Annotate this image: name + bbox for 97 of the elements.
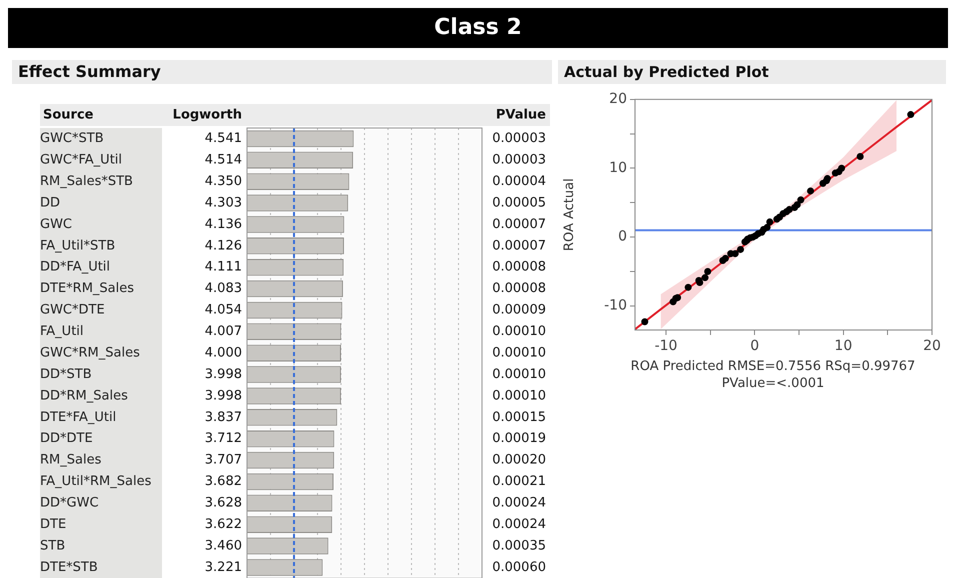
- x-tick-label: 0: [750, 338, 760, 354]
- y-tick-label: GWC: [40, 216, 72, 232]
- data-label: 4.111: [204, 260, 242, 275]
- y-tick-label: DTE: [40, 516, 66, 532]
- text: 0.00009: [492, 302, 546, 318]
- text: 0.00007: [492, 216, 546, 232]
- point: [807, 187, 814, 194]
- text: 0.00024: [492, 516, 546, 532]
- text: 0.00015: [492, 410, 546, 425]
- point: [641, 318, 648, 326]
- text: Effect Summary: [12, 60, 552, 84]
- y-axis-title: Source: [43, 107, 94, 122]
- y-tick-label: DD*GWC: [40, 496, 99, 511]
- point: [907, 111, 914, 118]
- text: 0.00003: [492, 131, 546, 146]
- y-tick-label: DTE*STB: [40, 560, 98, 575]
- text: 0.00004: [492, 174, 546, 189]
- y-tick-label: DD*RM_Sales: [40, 388, 128, 404]
- x-tick-label: 10: [834, 338, 852, 354]
- y-tick-label: GWC*RM_Sales: [40, 345, 140, 360]
- x-axis-title: ROA Predicted: [630, 359, 724, 374]
- text: 0.00007: [492, 238, 546, 254]
- point: [732, 250, 739, 258]
- text: PValue: [496, 107, 546, 122]
- chart-title: Actual by Predicted Plot: [558, 60, 946, 84]
- data-label: 4.126: [204, 238, 242, 254]
- data-label: 4.541: [204, 131, 242, 146]
- data-label: 4.136: [204, 216, 242, 232]
- point: [696, 279, 704, 286]
- y-tick-label: DD*DTE: [40, 431, 93, 446]
- point: [704, 268, 712, 275]
- point: [856, 153, 864, 160]
- text: 0.00021: [492, 474, 546, 490]
- y-tick-label: RM_Sales*STB: [40, 174, 133, 189]
- data-label: 3.622: [204, 516, 242, 532]
- point: [766, 218, 774, 226]
- text: 0.00019: [492, 431, 546, 446]
- y-tick-label: -10: [604, 298, 627, 314]
- y-tick-label: 0: [618, 228, 627, 245]
- point: [838, 164, 846, 172]
- point: [786, 206, 793, 214]
- data-label: 3.628: [204, 496, 242, 511]
- data-label: 4.007: [204, 324, 242, 340]
- data-label: 4.083: [204, 281, 242, 296]
- y-tick-label: FA_Util: [40, 324, 84, 340]
- point: [764, 224, 771, 231]
- data-label: 4.350: [204, 174, 242, 189]
- y-tick-label: GWC*STB: [40, 131, 104, 146]
- data-label: 4.000: [204, 345, 242, 360]
- text: 0.00010: [492, 345, 546, 360]
- y-tick-label: FA_Util*STB: [40, 238, 116, 254]
- x-tick-label: -10: [654, 338, 678, 354]
- y-tick-label: GWC*FA_Util: [40, 152, 122, 168]
- y-tick-label: FA_Util*RM_Sales: [40, 474, 152, 490]
- data-label: 3.837: [204, 410, 242, 425]
- point: [797, 196, 804, 204]
- text: 0.00060: [492, 560, 546, 575]
- y-axis-title: ROA Actual: [562, 178, 578, 252]
- point: [794, 201, 801, 208]
- text: RMSE=0.7556 RSq=0.99767 PValue=<.0001: [722, 359, 916, 391]
- text: 0.00035: [492, 538, 546, 554]
- text: 0.00008: [492, 260, 546, 275]
- text: 0.00003: [492, 152, 546, 168]
- y-tick-label: 10: [609, 160, 627, 176]
- y-tick-label: DTE*FA_Util: [40, 410, 116, 425]
- text: 0.00010: [492, 366, 546, 382]
- x-tick-label: 20: [923, 338, 941, 354]
- y-tick-label: RM_Sales: [40, 452, 102, 468]
- y-tick-label: DTE*RM_Sales: [40, 281, 134, 296]
- chart-title: Class 2: [8, 8, 948, 48]
- data-label: 3.998: [204, 388, 242, 404]
- text: 0.00024: [492, 496, 546, 511]
- point: [737, 246, 744, 253]
- data-label: 3.221: [204, 560, 242, 575]
- y-tick-label: GWC*DTE: [40, 302, 105, 318]
- data-label: 3.998: [204, 366, 242, 382]
- y-tick-label: DD: [40, 195, 60, 210]
- data-label: 3.707: [204, 452, 242, 468]
- text: 0.00008: [492, 281, 546, 296]
- x-axis-title: Logworth: [172, 107, 242, 122]
- y-tick-label: STB: [40, 538, 66, 554]
- text: 0.00020: [492, 452, 546, 468]
- data-label: 4.303: [204, 195, 242, 210]
- point: [702, 274, 709, 282]
- data-label: 3.712: [204, 431, 242, 446]
- text: 0.00005: [492, 195, 546, 210]
- text: 0.00010: [492, 324, 546, 340]
- y-tick-label: DD*FA_Util: [40, 260, 110, 275]
- data-label: 3.682: [204, 474, 242, 490]
- point: [722, 254, 729, 262]
- data-label: 3.460: [204, 538, 242, 554]
- data-label: 4.054: [204, 302, 242, 318]
- data-label: 4.514: [204, 152, 242, 168]
- y-tick-label: 20: [609, 91, 627, 108]
- text: 0.00010: [492, 388, 546, 404]
- y-tick-label: DD*STB: [40, 366, 92, 382]
- point: [684, 284, 692, 291]
